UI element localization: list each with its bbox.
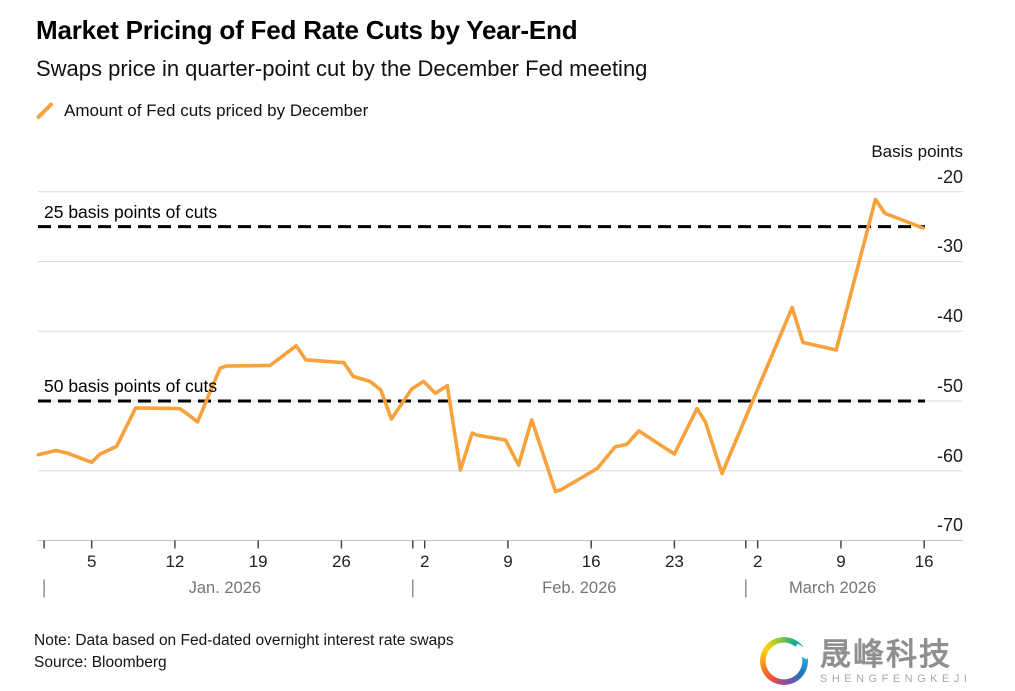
legend-line-icon [36,102,53,119]
y-tick-label: -50 [936,375,963,396]
series-line [36,197,925,494]
x-tick-label: 2 [752,552,763,572]
x-tick-label: 26 [331,552,351,572]
rainbow-swirl-logo-icon [760,637,808,685]
x-tick-label: 23 [664,552,684,572]
y-tick-label: -30 [936,236,963,257]
month-label: March 2026 [789,579,877,598]
x-tick-label: 2 [419,552,430,572]
watermark-latin-name: SHENGFENGKEJI [820,672,972,685]
ref-line-label-25bp: 25 basis points of cuts [44,201,218,222]
month-label: Jan. 2026 [188,579,262,598]
x-tick-label: 9 [836,552,846,572]
y-tick-label: -70 [936,515,963,536]
x-tick-label: 9 [503,552,513,572]
x-tick-label: 5 [86,552,97,572]
x-tick-label: 16 [581,552,601,572]
y-axis-title: Basis points [871,142,963,161]
footnote: Note: Data based on Fed-dated overnight … [34,632,454,649]
legend-label: Amount of Fed cuts priced by December [64,101,369,120]
x-tick-label: 12 [165,552,185,572]
legend: Amount of Fed cuts priced by December [36,101,368,121]
watermark: 晟峰科技 SHENGFENGKEJI [760,637,971,685]
x-tick-label: 16 [914,552,934,572]
chart-title: Market Pricing of Fed Rate Cuts by Year-… [36,15,578,45]
source-credit: Source: Bloomberg [34,654,167,671]
y-tick-label: -20 [936,166,963,187]
x-tick-label: 19 [248,552,268,572]
watermark-cjk-name: 晟峰科技 [820,636,952,672]
chart-subtitle: Swaps price in quarter-point cut by the … [36,56,648,81]
ref-line-label-50bp: 50 basis points of cuts [44,375,218,396]
y-tick-label: -60 [936,445,963,466]
month-label: Feb. 2026 [542,579,617,598]
y-tick-label: -40 [936,306,963,327]
watermark-text: 晟峰科技 SHENGFENGKEJI [820,638,971,685]
